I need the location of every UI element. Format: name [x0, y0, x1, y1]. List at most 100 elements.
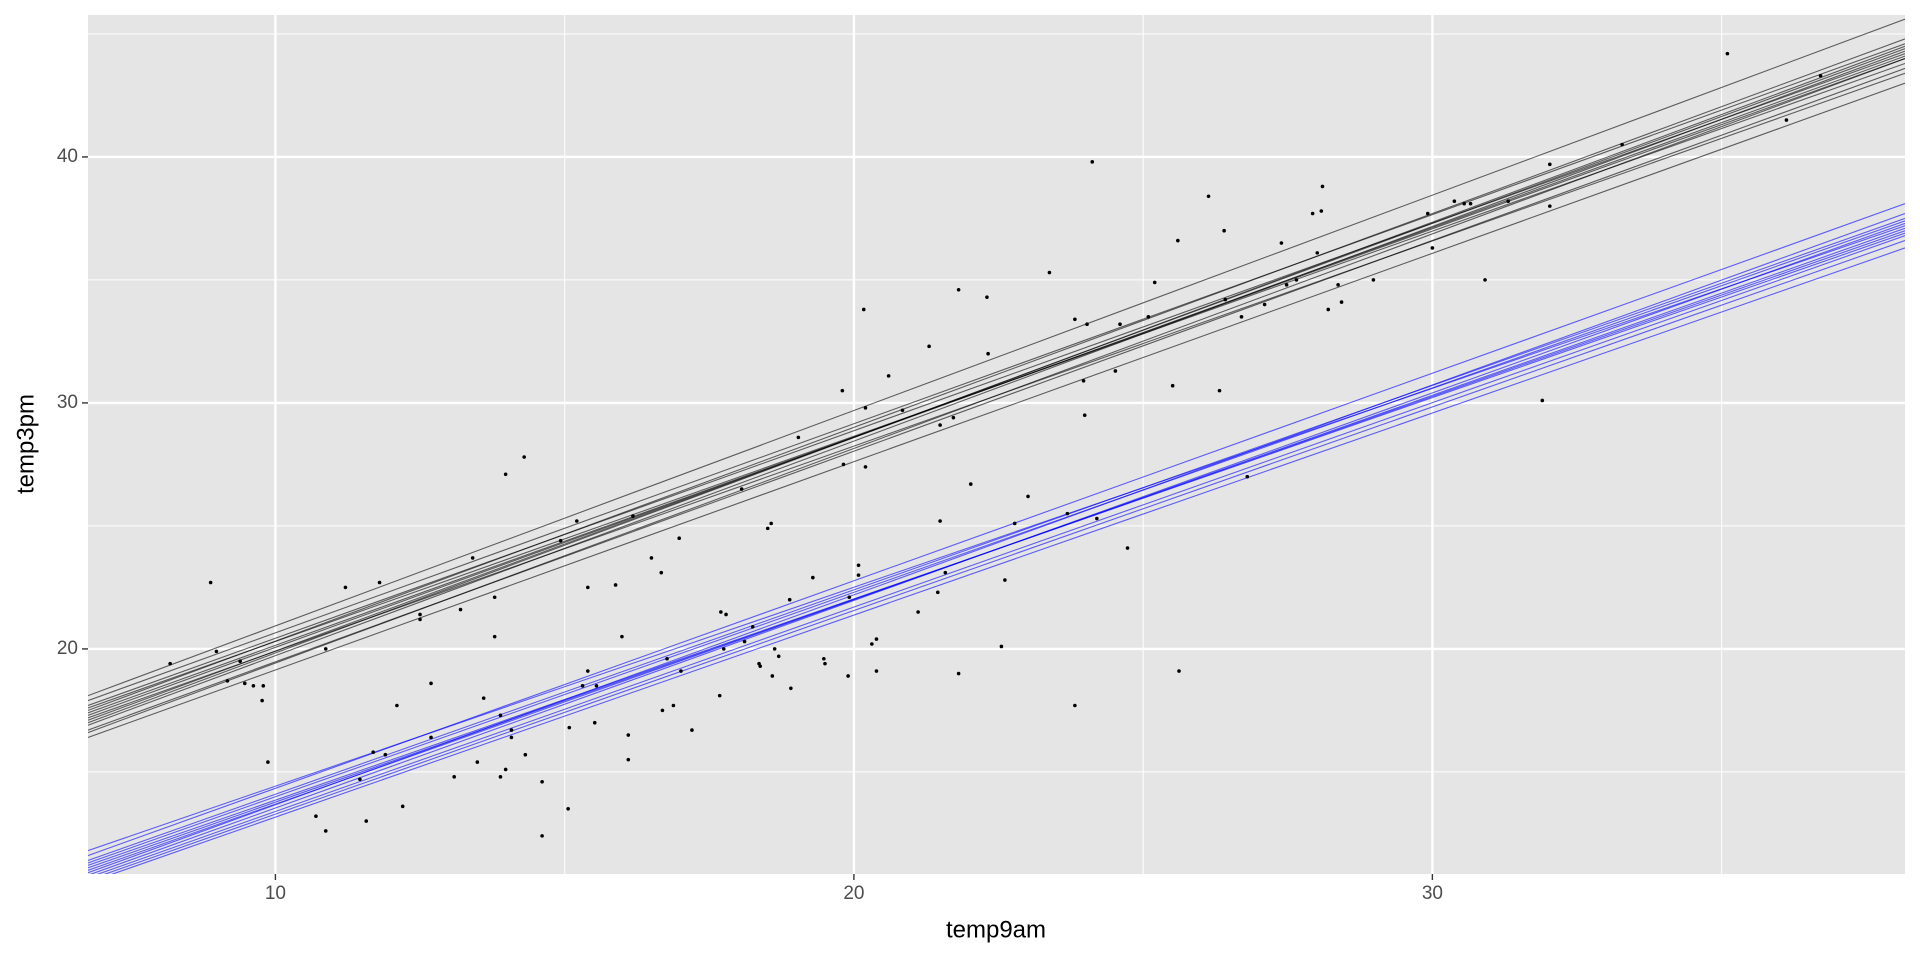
point [418, 612, 422, 617]
point [1026, 494, 1030, 499]
point [770, 674, 775, 678]
point [935, 590, 940, 595]
point [1217, 388, 1222, 393]
fit-line [96, 235, 1905, 874]
point [358, 777, 362, 782]
point [1176, 238, 1180, 243]
point [251, 684, 256, 688]
point [724, 612, 728, 617]
fit-line [110, 247, 1905, 874]
point [208, 580, 213, 585]
point [1540, 398, 1545, 403]
point [1082, 413, 1087, 418]
point [314, 814, 318, 818]
point [586, 585, 590, 590]
point [900, 408, 905, 413]
point [429, 735, 433, 740]
point [522, 455, 526, 459]
point [1177, 669, 1181, 673]
point [540, 779, 544, 784]
y-axis-label: temp3pm [12, 394, 39, 494]
point [1239, 315, 1244, 319]
point [475, 760, 480, 764]
point [968, 482, 973, 486]
point [1081, 378, 1086, 383]
point [626, 733, 631, 737]
point [1310, 211, 1315, 216]
point [620, 634, 624, 639]
fit-line [88, 217, 1905, 861]
point [429, 681, 433, 686]
point [395, 703, 399, 708]
point [1245, 474, 1250, 479]
grid [88, 15, 1905, 874]
point [470, 556, 475, 560]
point [343, 585, 348, 590]
point [1620, 142, 1624, 147]
point [168, 661, 172, 666]
point [999, 644, 1004, 649]
point [840, 388, 845, 393]
fit-line [88, 58, 1905, 714]
point [789, 686, 793, 691]
point [238, 659, 242, 664]
point [364, 819, 369, 823]
point [498, 713, 503, 718]
point [323, 829, 328, 833]
point [1430, 246, 1435, 250]
point [1506, 199, 1510, 204]
point [721, 647, 726, 651]
point [769, 521, 773, 526]
point [1319, 209, 1324, 213]
point [631, 514, 635, 518]
fit-line [88, 18, 1905, 697]
point [400, 804, 405, 809]
point [677, 536, 682, 541]
point [558, 538, 563, 543]
point [863, 465, 868, 469]
point [750, 624, 755, 629]
point [776, 654, 781, 659]
point [492, 595, 497, 600]
point [498, 775, 503, 779]
point [846, 674, 850, 678]
point [1113, 369, 1118, 373]
point [523, 752, 528, 757]
point [458, 607, 463, 612]
point [1279, 241, 1284, 245]
point [1118, 322, 1122, 327]
point [861, 307, 866, 312]
point [870, 642, 874, 646]
point [986, 351, 990, 356]
point [649, 556, 654, 560]
point [452, 775, 456, 779]
point [242, 681, 247, 686]
x-tick-label: 20 [843, 883, 864, 904]
point [665, 656, 669, 661]
point [503, 472, 508, 477]
fit-line [88, 50, 1905, 726]
point [1284, 283, 1289, 287]
point [260, 698, 264, 703]
point [592, 720, 597, 725]
point [1090, 160, 1095, 164]
point [1483, 278, 1487, 282]
point [1073, 317, 1077, 322]
point [613, 583, 618, 587]
point [1294, 278, 1299, 282]
point [503, 767, 508, 772]
point [841, 462, 846, 467]
point [1784, 118, 1789, 122]
point [225, 679, 230, 683]
point [566, 807, 570, 811]
fit-line [88, 82, 1905, 738]
point [938, 519, 942, 523]
point [1146, 315, 1151, 319]
point [1152, 280, 1157, 285]
point [1262, 302, 1267, 307]
fit-line [88, 43, 1905, 702]
point [742, 639, 747, 644]
point [874, 669, 879, 673]
point [509, 728, 514, 732]
point [509, 735, 514, 740]
